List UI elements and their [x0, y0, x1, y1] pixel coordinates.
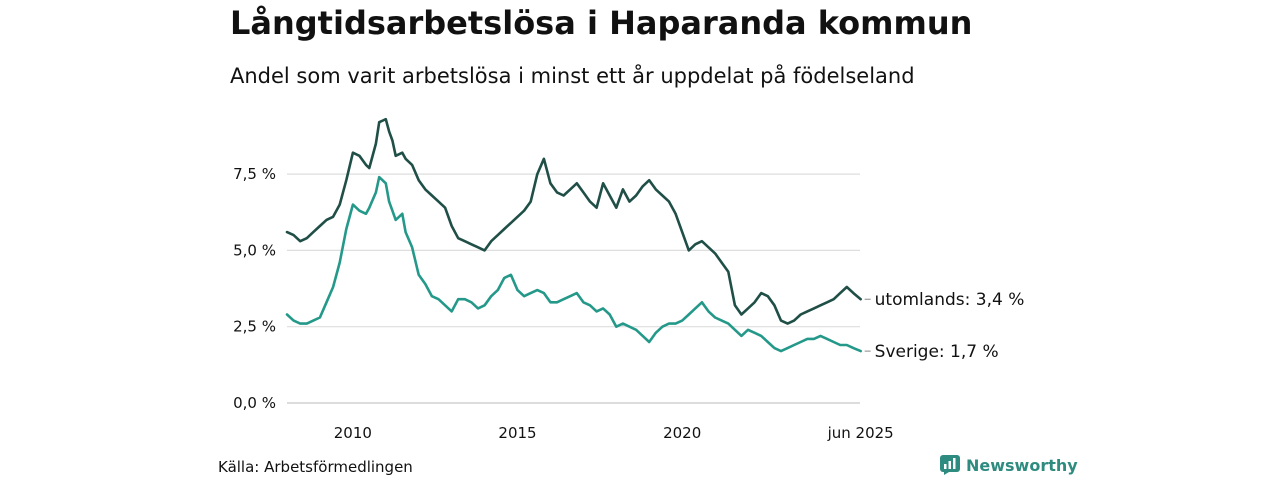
y-tick-label: 7,5 %: [233, 165, 276, 183]
chart-title: Långtidsarbetslösa i Haparanda kommun: [230, 4, 973, 42]
x-tick-label: 2015: [498, 424, 536, 442]
brand-name: Newsworthy: [966, 455, 1078, 475]
gridlines: [287, 173, 860, 404]
newsworthy-logo-icon: [940, 455, 960, 475]
x-tick-label: jun 2025: [827, 424, 894, 442]
end-labels: utomlands: 3,4 % Sverige: 1,7 %: [864, 290, 1025, 362]
end-label-sverige: Sverige: 1,7 %: [875, 342, 999, 362]
series-line-sverige: [285, 175, 863, 353]
x-axis-ticks: 2010 2015 2020 jun 2025: [334, 424, 894, 442]
y-tick-label: 2,5 %: [233, 318, 276, 336]
series-lines: [285, 117, 863, 353]
brand-logo: Newsworthy: [940, 455, 1078, 475]
source-note: Källa: Arbetsförmedlingen: [218, 458, 413, 476]
x-tick-label: 2010: [334, 424, 372, 442]
y-axis-ticks: 0,0 % 2,5 % 5,0 % 7,5 %: [233, 165, 276, 412]
y-tick-label: 0,0 %: [233, 394, 276, 412]
end-label-utomlands: utomlands: 3,4 %: [875, 290, 1025, 310]
x-tick-label: 2020: [663, 424, 701, 442]
y-tick-label: 5,0 %: [233, 241, 276, 259]
series-line-utomlands: [285, 117, 863, 325]
chart-subtitle: Andel som varit arbetslösa i minst ett å…: [230, 64, 915, 88]
